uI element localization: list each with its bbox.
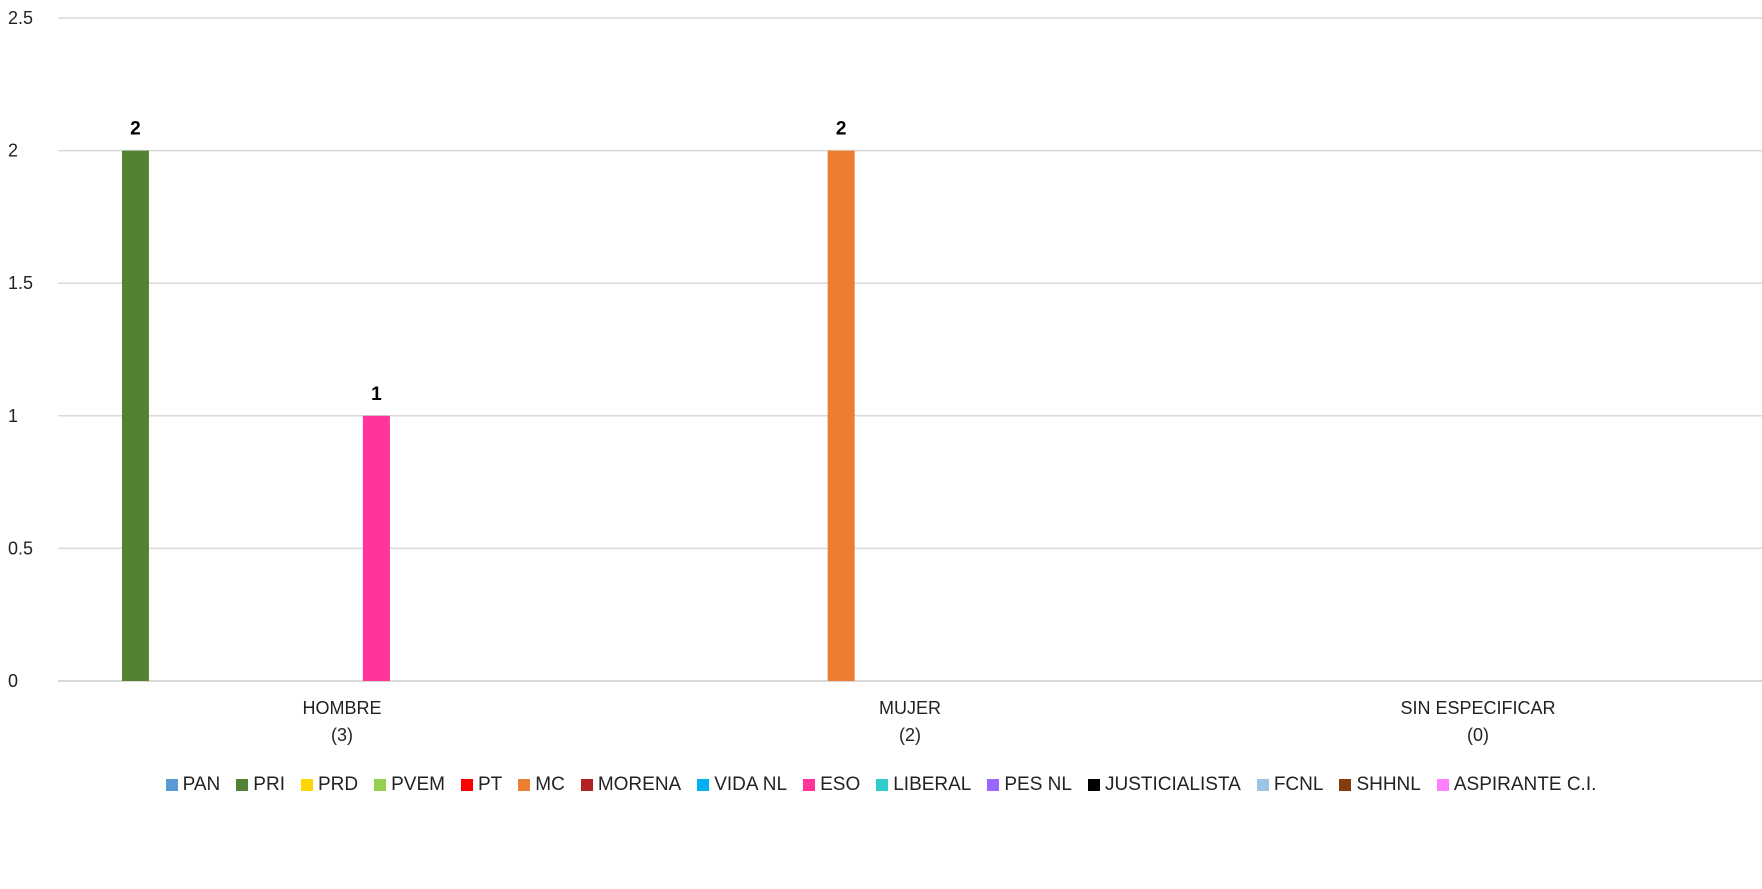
y-tick-label: 1 [8, 406, 18, 426]
legend-swatch [876, 779, 889, 791]
x-axis-categories: HOMBRE (3) MUJER (2) SIN ESPECIFICAR (0) [302, 698, 1555, 745]
x-category-label: HOMBRE [302, 698, 381, 718]
legend-swatch [1087, 779, 1100, 791]
bar-mc-mujer [827, 150, 855, 682]
legend-item: ESO [803, 774, 860, 796]
legend-swatch [236, 779, 249, 791]
gridlines [58, 17, 1762, 682]
y-tick-label: 0.5 [8, 538, 33, 558]
legend-label: PVEM [391, 774, 445, 795]
y-axis-ticks: 0 0.5 1 1.5 2 2.5 [8, 8, 33, 691]
x-category-count: (2) [899, 725, 921, 745]
y-tick-label: 2 [8, 141, 18, 161]
legend: PAN PRI PRD PVEM PT MC MORENA VIDA NL ESO LIBERAL… [0, 770, 1762, 800]
legend-item: PRD [300, 774, 359, 796]
legend-item: PT [460, 774, 503, 796]
legend-swatch [300, 779, 313, 791]
legend-label: MC [535, 774, 565, 795]
bar-pri-hombre [121, 150, 149, 682]
legend-item: PRI [236, 774, 285, 796]
legend-label: PES NL [1004, 774, 1072, 795]
legend-swatch [987, 779, 1000, 791]
bar-eso-hombre [362, 415, 390, 681]
bars [121, 150, 855, 682]
legend-swatch [1256, 779, 1269, 791]
legend-item: PAN [165, 774, 221, 796]
data-label: 2 [130, 119, 141, 140]
legend-label: FCNL [1273, 774, 1324, 795]
legend-label: MORENA [597, 774, 682, 795]
legend-label: SHHNL [1356, 774, 1421, 795]
legend-swatch [518, 779, 531, 791]
x-category-label: MUJER [879, 698, 941, 718]
legend-item: PVEM [374, 774, 445, 796]
legend-label: LIBERAL [893, 774, 972, 795]
data-label: 1 [371, 384, 382, 405]
legend-item: JUSTICIALISTA [1087, 774, 1241, 796]
data-labels: 2 1 2 [130, 119, 846, 405]
legend-item: MC [518, 774, 565, 796]
legend-label: PAN [182, 774, 221, 795]
legend-item: MORENA [580, 774, 682, 796]
legend-swatch [165, 779, 178, 791]
data-label: 2 [836, 119, 847, 140]
legend-item: FCNL [1256, 774, 1324, 796]
legend-item: SHHNL [1339, 774, 1421, 796]
legend-label: PRD [317, 774, 359, 795]
x-category-count: (3) [331, 725, 353, 745]
legend-label: PT [477, 774, 503, 795]
legend-swatch [374, 779, 387, 791]
legend-label: ASPIRANTE C.I. [1453, 774, 1597, 795]
y-tick-label: 0 [8, 671, 18, 691]
x-category-label: SIN ESPECIFICAR [1400, 698, 1555, 718]
bar-chart: 0 0.5 1 1.5 2 2.5 2 1 2 HOMBRE (3) MUJER (2) SIN ES… [8, 8, 1762, 745]
legend-swatch [580, 779, 593, 791]
legend-item: LIBERAL [876, 774, 971, 796]
legend-label: VIDA NL [714, 774, 788, 795]
y-tick-label: 2.5 [8, 8, 33, 28]
legend-swatch [1436, 779, 1449, 791]
legend-swatch [803, 779, 816, 791]
legend-label: PRI [253, 774, 285, 795]
legend-item: VIDA NL [697, 774, 787, 796]
y-tick-label: 1.5 [8, 273, 33, 293]
legend-swatch [1339, 779, 1352, 791]
legend-swatch [697, 779, 710, 791]
legend-swatch [460, 779, 473, 791]
legend-label: ESO [820, 774, 861, 795]
legend-label: JUSTICIALISTA [1104, 774, 1241, 795]
legend-item: ASPIRANTE C.I. [1436, 774, 1597, 796]
x-category-count: (0) [1467, 725, 1489, 745]
legend-item: PES NL [987, 774, 1072, 796]
